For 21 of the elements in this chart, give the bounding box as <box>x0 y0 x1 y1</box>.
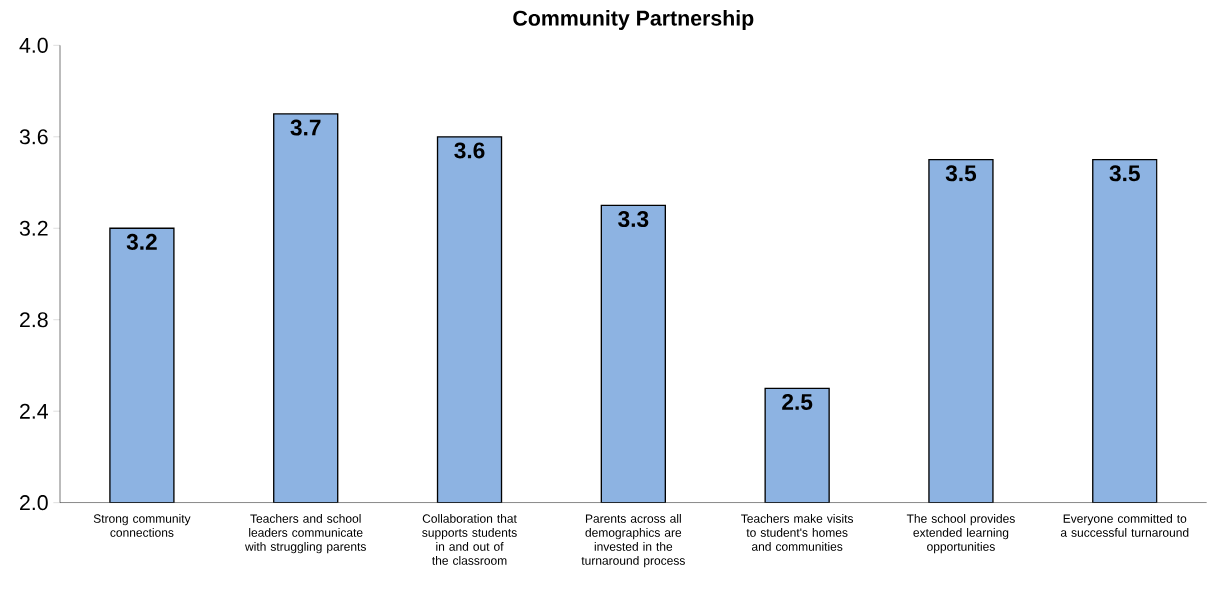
data-label: 3.7 <box>290 119 321 136</box>
data-label: 3.2 <box>126 233 157 250</box>
y-tick-label: 3.2 <box>19 220 48 236</box>
data-label: 3.3 <box>618 211 649 228</box>
y-tick-label: 2.8 <box>20 312 48 328</box>
chart-title: Community Partnership <box>513 10 754 30</box>
x-tick-label: Parents across all demographics are invested in the turnaround process <box>581 514 685 568</box>
x-tick-label: Strong community connections <box>93 514 191 537</box>
data-label: 3.6 <box>454 142 485 159</box>
y-tick-label: 2.0 <box>20 495 48 511</box>
x-tick-label: Teachers make visits to student's homes and communities <box>741 514 854 551</box>
data-label: 2.5 <box>782 393 813 410</box>
y-tick-label: 3.6 <box>19 129 48 145</box>
y-tick-label: 2.4 <box>20 403 48 419</box>
x-tick-label: Collaboration that supports students in and out of the classroom <box>422 514 517 565</box>
data-label: 3.5 <box>945 165 977 182</box>
y-tick-label: 4.0 <box>19 37 48 53</box>
x-tick-label: Everyone committed to a successful turnaround <box>1060 514 1189 537</box>
data-label: 3.5 <box>1109 165 1140 182</box>
x-tick-label: Teachers and school leaders communicate with struggling parents <box>245 514 366 554</box>
x-tick-label: The school provides extended learning opportunities <box>906 514 1015 554</box>
